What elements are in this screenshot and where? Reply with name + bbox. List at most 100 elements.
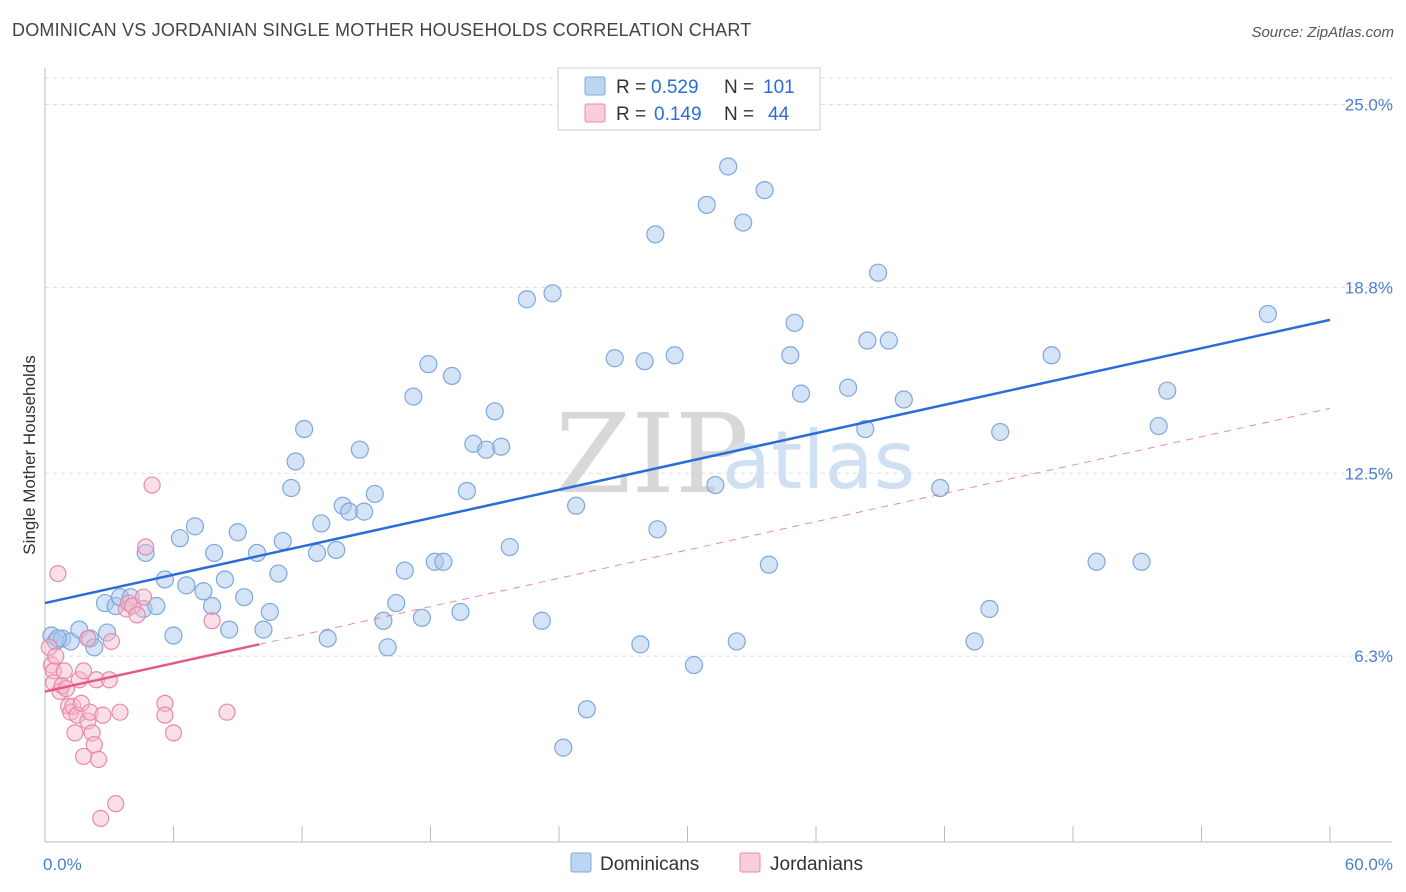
y-tick-labels: 6.3% 12.5% 18.8% 25.0%: [1345, 96, 1393, 667]
jordanian-point: [137, 538, 155, 556]
jordanian-point: [49, 564, 67, 583]
dominican-point: [1158, 381, 1177, 400]
jordanian-point: [47, 647, 65, 665]
jordanians-swatch: [584, 103, 606, 123]
dominican-point: [205, 543, 224, 563]
jordanian-point: [81, 703, 99, 721]
dominicans-n-value: 101: [763, 77, 795, 98]
dominican-point: [155, 570, 175, 589]
dominican-point: [282, 478, 301, 498]
dominican-point: [307, 543, 327, 563]
dominican-point: [839, 378, 858, 397]
dominican-point: [500, 537, 519, 557]
dominican-point: [785, 313, 804, 332]
jordanian-point: [92, 809, 110, 828]
dominican-point: [235, 588, 254, 607]
dominican-point: [1132, 552, 1151, 571]
jordanians-n-value: 44: [768, 104, 790, 125]
dominican-point: [1149, 416, 1168, 436]
dominican-point: [1258, 304, 1277, 324]
dominican-point: [419, 355, 438, 374]
dominican-point: [202, 596, 222, 616]
jordanian-point: [74, 662, 93, 680]
jordanian-point: [218, 703, 236, 721]
dominican-point: [517, 290, 536, 309]
jordanian-point: [66, 724, 84, 742]
dominican-point: [228, 523, 247, 542]
dominican-point: [295, 419, 314, 439]
dominicans-legend-label: Dominicans: [600, 854, 699, 875]
jordanian-point: [156, 706, 174, 724]
dominican-point: [1087, 552, 1106, 571]
dominican-point: [879, 331, 898, 350]
dominican-point: [177, 576, 196, 595]
watermark: ZIP atlas: [555, 390, 915, 518]
dominican-point: [1042, 346, 1061, 365]
dominican-point: [577, 700, 596, 719]
jordanian-point: [107, 795, 125, 813]
x-tick-label-start: 0.0%: [43, 855, 82, 874]
dominican-point: [387, 593, 406, 613]
jordanian-point: [79, 629, 97, 648]
dominicans-r-value: 0.529: [651, 77, 699, 98]
dominican-point: [185, 517, 205, 536]
dominican-point: [260, 602, 279, 622]
dominican-point: [220, 620, 239, 639]
dominican-point: [164, 626, 183, 645]
dominicans-n-label: N =: [724, 77, 754, 98]
dominican-point: [147, 596, 166, 616]
dominican-point: [365, 484, 384, 504]
dominican-point: [215, 570, 234, 589]
dominican-point: [856, 419, 875, 439]
jordanians-r-label: R =: [616, 104, 646, 125]
dominican-point: [543, 284, 562, 303]
x-tick-label-end: 60.0%: [1345, 855, 1393, 874]
jordanians-n-label: N =: [724, 104, 754, 125]
dominican-point: [395, 561, 414, 580]
dominican-point: [492, 437, 511, 456]
dominican-point: [374, 611, 393, 630]
dominican-point: [684, 655, 704, 675]
dominican-point: [350, 440, 369, 459]
jordanians-trend-extension: [259, 407, 1331, 645]
dominican-point: [727, 632, 746, 651]
gridlines: [45, 77, 1392, 657]
dominican-point: [635, 352, 654, 371]
correlation-legend: R = 0.529 N = 101 R = 0.149 N = 44: [557, 67, 821, 131]
dominican-point: [894, 390, 913, 409]
y-axis-title: Single Mother Households: [20, 355, 39, 554]
dominican-point: [759, 555, 778, 574]
dominicans-swatch: [584, 76, 606, 96]
dominican-point: [719, 157, 738, 176]
dominican-point: [869, 263, 888, 282]
chart-title: DOMINICAN VS JORDANIAN SINGLE MOTHER HOU…: [12, 20, 752, 40]
dominican-point: [98, 623, 117, 642]
dominican-point: [312, 514, 331, 533]
jordanian-point: [203, 612, 221, 630]
y-tick-label: 25.0%: [1345, 96, 1393, 115]
dominicans-r-label: R =: [616, 77, 646, 98]
jordanian-point: [143, 476, 161, 494]
dominican-point: [858, 331, 877, 350]
dominican-point: [355, 502, 374, 521]
y-tick-label: 18.8%: [1345, 278, 1393, 297]
dominican-point: [734, 213, 753, 232]
dominican-point: [665, 346, 684, 365]
watermark-atlas: atlas: [722, 414, 915, 507]
dominican-point: [980, 599, 999, 619]
dominican-point: [605, 349, 624, 368]
jordanian-point: [164, 724, 183, 742]
dominican-point: [286, 452, 305, 471]
jordanians-r-value: 0.149: [654, 104, 702, 125]
dominican-point: [404, 387, 423, 406]
jordanians-trend-line: [44, 643, 260, 693]
dominican-point: [442, 366, 462, 386]
dominican-point: [991, 422, 1010, 442]
dominican-point: [631, 635, 650, 654]
dominican-point: [451, 602, 470, 622]
dominicans-points: [42, 157, 1277, 757]
jordanian-point: [156, 694, 174, 712]
dominican-point: [378, 638, 397, 657]
jordanian-point: [85, 736, 103, 754]
